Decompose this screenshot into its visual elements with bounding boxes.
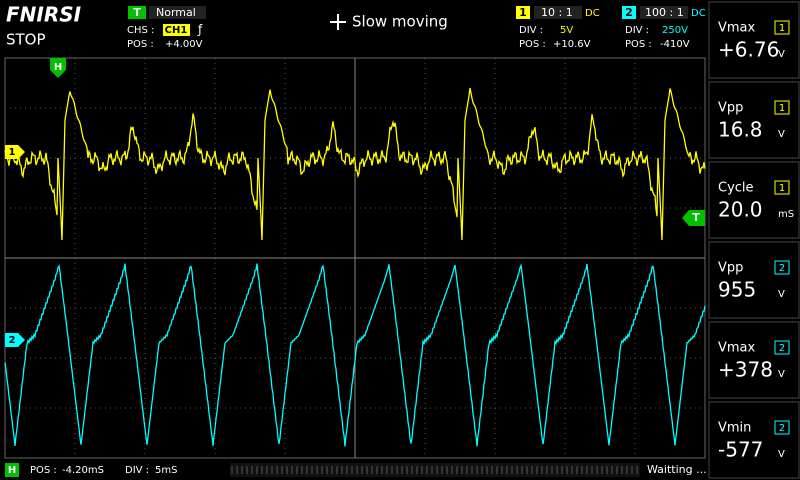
measurement-channel: 1 (779, 103, 785, 114)
trigger-mode-bg (149, 6, 206, 19)
measurement-value: 955 (718, 278, 756, 302)
measurement-box (708, 1, 800, 79)
trigger-position: +4.00V (165, 39, 203, 50)
horizontal-marker-bg (50, 58, 66, 78)
measurement-value: +6.76 (718, 38, 779, 62)
ch1-marker: 1 (9, 147, 16, 158)
measurement-value: -577 (718, 438, 763, 462)
horizontal-marker: H (54, 62, 62, 73)
ch1-pos-label: POS : (519, 39, 546, 50)
measurement-channel-bg (774, 100, 790, 115)
ch1-badge-bg (516, 6, 530, 19)
ch2-badge-bg (622, 6, 636, 19)
run-status: STOP (6, 31, 46, 49)
measurement-box (708, 81, 800, 159)
ch1-marker-bg (5, 145, 25, 159)
hint: Slow moving (352, 13, 448, 31)
measurement-channel: 2 (779, 343, 785, 354)
trigger-badge: T (133, 6, 141, 19)
trigger-channel-label: CHS : (127, 25, 154, 36)
measurement-unit: V (778, 369, 785, 380)
measurement-channel: 2 (779, 263, 785, 274)
ch2-coupling: DC (691, 8, 706, 19)
measurement-value: 16.8 (718, 118, 763, 142)
ch1-waveform (4, 87, 706, 241)
ch2-marker: 2 (9, 335, 16, 346)
measurement-unit: mS (778, 209, 794, 220)
timebase-ruler (230, 463, 640, 477)
measurement-unit: V (778, 129, 785, 140)
ch1-probe: 10 : 1 (541, 6, 573, 19)
measurement-channel: 2 (779, 423, 785, 434)
measurement-name: Vmax (718, 341, 756, 356)
footer-pos-label: POS : (30, 465, 57, 476)
trigger-marker: T (692, 211, 700, 224)
trigger-position-label: POS : (127, 39, 154, 50)
measurement-name: Vpp (718, 101, 743, 116)
measurement-box (708, 401, 800, 479)
trigger-edge: ƒ (197, 23, 203, 37)
measurement-name: Vmax (718, 21, 756, 36)
ch1-pos: +10.6V (553, 39, 591, 50)
brand: FNIRSI (6, 3, 82, 27)
measurement-channel-bg (774, 20, 790, 35)
ch1-div-label: DIV : (519, 25, 543, 36)
trigger-channel-bg (163, 24, 190, 36)
measurement-channel: 1 (779, 183, 785, 194)
footer-badge-bg (5, 463, 19, 477)
measurement-channel-bg (774, 340, 790, 355)
measurement-unit: V (778, 449, 785, 460)
ch2-probe: 100 : 1 (645, 6, 684, 19)
measurement-name: Cycle (718, 181, 754, 196)
trigger-marker-bg (682, 210, 705, 226)
measurement-name: Vpp (718, 261, 743, 276)
measurement-channel-bg (774, 260, 790, 275)
measurement-channel-bg (774, 180, 790, 195)
measurement-channel-bg (774, 420, 790, 435)
ch2-pos: -410V (660, 39, 690, 50)
ch2-probe-bg (640, 6, 688, 19)
measurement-value: 20.0 (718, 198, 763, 222)
ch2-badge: 2 (625, 6, 633, 19)
measurement-value: +378 (718, 358, 773, 382)
measurement-box (708, 241, 800, 319)
footer-badge: H (8, 465, 16, 476)
move-icon (330, 14, 346, 30)
measurement-name: Vmin (718, 421, 751, 436)
ch2-marker-bg (5, 333, 25, 347)
footer-div: 5mS (155, 465, 177, 476)
trigger-badge-bg (128, 6, 146, 19)
ch2-waveform (4, 262, 706, 447)
ch1-badge: 1 (519, 6, 527, 19)
footer-status: Waitting ... (647, 463, 707, 476)
footer-pos: -4.20mS (62, 465, 104, 476)
measurement-unit: V (778, 289, 785, 300)
measurement-box (708, 321, 800, 399)
measurement-box (708, 161, 800, 239)
trigger-mode: Normal (156, 6, 196, 19)
ch2-div-label: DIV : (625, 25, 649, 36)
ch2-pos-label: POS : (625, 39, 652, 50)
trigger-channel: CH1 (165, 25, 188, 36)
footer-div-label: DIV : (125, 465, 149, 476)
ch1-coupling: DC (585, 8, 600, 19)
ch2-div: 250V (662, 25, 688, 36)
measurement-channel: 1 (779, 23, 785, 34)
ch1-probe-bg (534, 6, 582, 19)
ch1-div: 5V (560, 25, 573, 36)
measurement-unit: V (778, 49, 785, 60)
